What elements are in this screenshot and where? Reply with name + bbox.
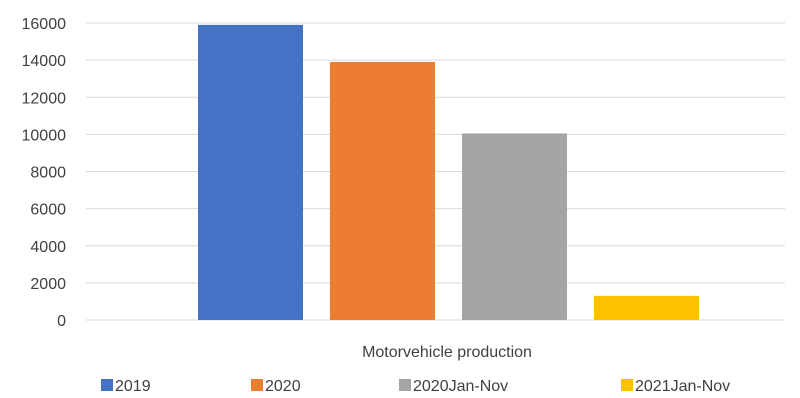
legend-swatch bbox=[251, 379, 263, 391]
bars bbox=[198, 24, 699, 320]
y-tick-label: 6000 bbox=[30, 202, 66, 219]
y-tick-label: 12000 bbox=[22, 90, 67, 107]
bar-2020jan-nov bbox=[462, 133, 567, 320]
legend-label: 2019 bbox=[115, 378, 151, 395]
gridlines bbox=[86, 22, 785, 321]
y-axis: 0 2000 4000 6000 8000 10000 12000 14000 16000 bbox=[22, 16, 67, 330]
legend-swatch bbox=[621, 379, 633, 391]
bar-2021jan-nov bbox=[594, 295, 699, 320]
y-tick-label: 8000 bbox=[30, 165, 66, 182]
bar-2019 bbox=[198, 24, 303, 320]
legend-label: 2020Jan-Nov bbox=[413, 378, 508, 395]
y-tick-label: 16000 bbox=[22, 16, 67, 33]
y-tick-label: 10000 bbox=[22, 127, 67, 144]
y-tick-label: 2000 bbox=[30, 276, 66, 293]
legend-swatch bbox=[399, 379, 411, 391]
y-tick-label: 0 bbox=[57, 313, 66, 330]
y-tick-label: 4000 bbox=[30, 239, 66, 256]
legend-swatch bbox=[101, 379, 113, 391]
legend-label: 2021Jan-Nov bbox=[635, 378, 730, 395]
category-label: Motorvehicle production bbox=[362, 344, 532, 361]
legend-label: 2020 bbox=[265, 378, 301, 395]
bar-2020 bbox=[330, 61, 435, 320]
x-axis: Motorvehicle production bbox=[362, 344, 532, 361]
legend: 2019 2020 2020Jan-Nov 2021Jan-Nov bbox=[101, 378, 730, 395]
y-tick-label: 14000 bbox=[22, 53, 67, 70]
